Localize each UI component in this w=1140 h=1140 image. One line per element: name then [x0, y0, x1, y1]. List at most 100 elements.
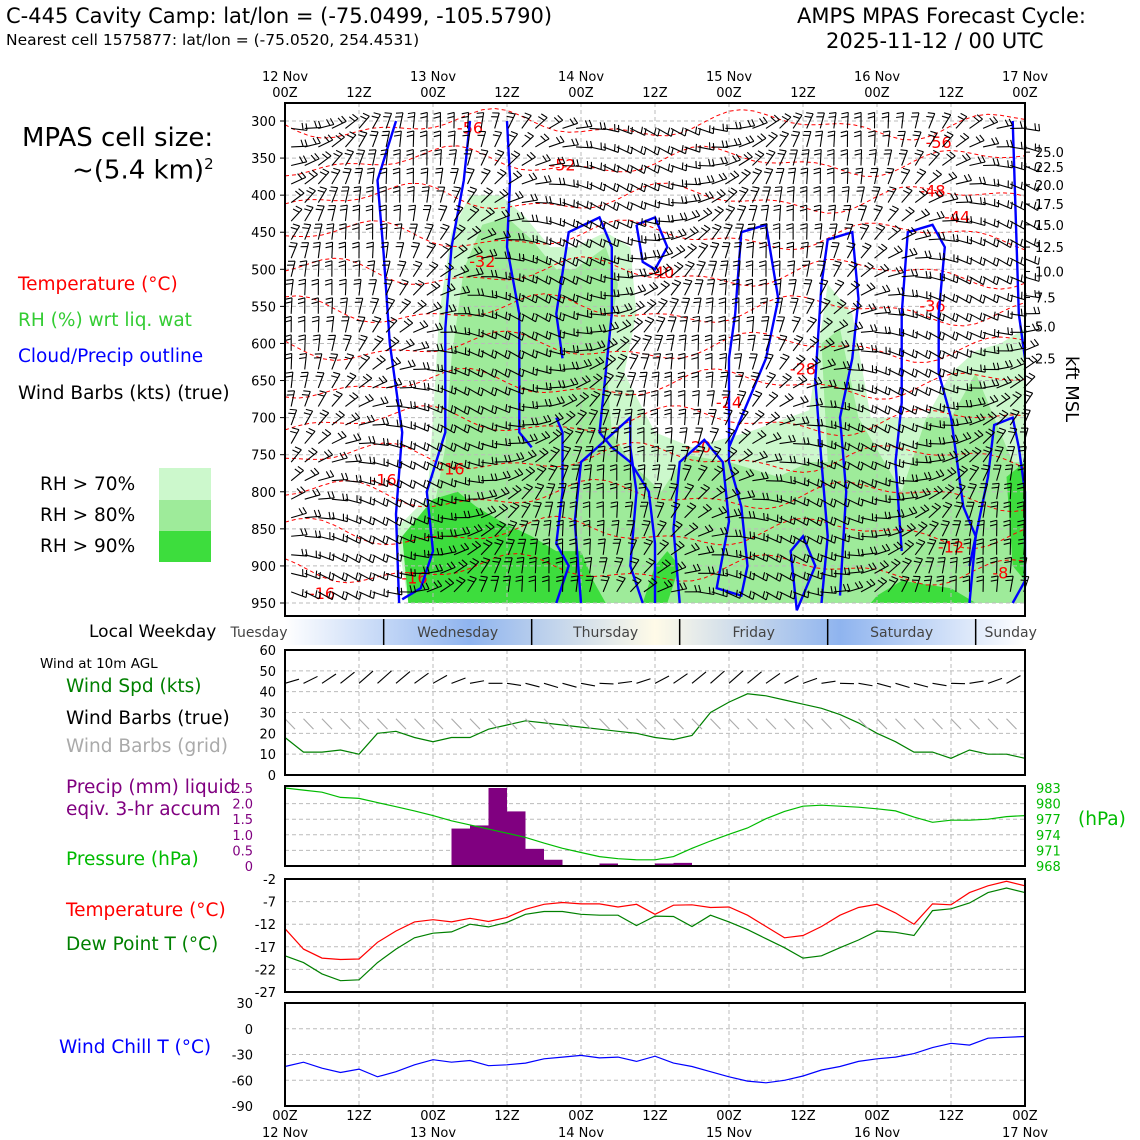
wind-barb-feather — [820, 537, 823, 545]
wind-barb-feather — [572, 275, 576, 283]
wind-barb-feather — [314, 152, 320, 160]
wind-barb-feather — [761, 316, 769, 318]
wind-barb — [548, 202, 565, 207]
wind-barb-feather — [970, 257, 973, 265]
wind-barb-feather — [352, 264, 360, 267]
wind-barb-feather — [1037, 203, 1040, 211]
weekday-band — [285, 619, 1025, 645]
wind-barb-feather — [942, 351, 946, 360]
wind-barb-feather — [643, 268, 647, 276]
wind-barb-feather — [996, 259, 1000, 267]
wind-barb-feather — [705, 503, 712, 510]
wind-barb-feather — [499, 520, 506, 526]
wind-barb — [575, 557, 578, 574]
wind-barb-feather — [692, 319, 700, 323]
wind-barb-feather — [788, 393, 794, 399]
wind-barb-feather — [792, 555, 796, 563]
wind-barb — [467, 169, 475, 185]
wind-barb-feather — [623, 464, 631, 467]
wind-barb — [372, 168, 375, 185]
wind-barb-feather — [694, 177, 698, 185]
wind-barb — [440, 267, 454, 278]
wind-barb-feather — [871, 530, 874, 538]
wind-barb-feather — [708, 524, 714, 531]
wind-barb-feather — [631, 338, 639, 343]
wind-barb-feather — [376, 335, 384, 340]
wind-barb — [548, 141, 565, 148]
wind-barb — [562, 276, 577, 286]
wind-barb-feather — [586, 219, 589, 227]
wind-barb-feather — [420, 115, 428, 119]
wind-barb — [765, 572, 781, 582]
wind-barb-feather — [423, 320, 429, 327]
wind-barb-feather — [882, 130, 891, 133]
wind-barb — [440, 566, 456, 574]
wind-barb — [901, 253, 918, 259]
wind-barb — [982, 121, 998, 129]
wind-barb-true — [580, 682, 596, 687]
wind-barb-feather — [448, 577, 455, 584]
wind-barb — [684, 215, 700, 222]
wind-barb-feather — [562, 258, 566, 266]
wind-barb — [765, 437, 782, 445]
wind-barb-feather — [654, 182, 657, 190]
wind-barb-feather — [719, 189, 726, 195]
wind-barb — [697, 196, 714, 204]
wind-barb-feather — [800, 227, 808, 230]
wind-barb — [792, 517, 808, 526]
wind-barb — [847, 305, 862, 315]
wind-barb-feather — [681, 561, 687, 568]
wind-barb-feather — [927, 471, 932, 479]
wind-barb-feather — [569, 501, 577, 504]
wind-barb — [955, 294, 971, 304]
wind-barb — [358, 298, 364, 314]
wind-barb-feather — [830, 498, 834, 506]
wind-barb-feather — [540, 135, 547, 142]
wind-barb-feather — [741, 409, 749, 413]
wind-barb-feather — [855, 171, 863, 174]
bottom-time-label: 00Z — [272, 1109, 298, 1124]
wind-barb — [643, 502, 649, 518]
wind-barb-feather — [750, 375, 758, 378]
wind-barb-feather — [796, 335, 804, 339]
wind-barb-feather — [956, 275, 959, 283]
wind-barb — [616, 220, 632, 229]
wind-barb — [751, 393, 763, 407]
wind-barb-feather — [338, 241, 346, 245]
wind-barb-feather — [950, 435, 955, 442]
wind-barb — [1009, 257, 1025, 267]
wind-barb-feather — [1017, 523, 1025, 527]
wind-barb-feather — [476, 116, 484, 118]
wind-barb — [752, 517, 769, 522]
wind-barb — [399, 365, 416, 370]
wind-barb — [399, 242, 405, 259]
wind-barb-feather — [719, 282, 727, 286]
wind-barb — [385, 280, 393, 296]
temp-contour — [284, 478, 1026, 513]
wind-barb — [399, 572, 416, 577]
wind-barb — [873, 130, 876, 147]
wind-barb — [928, 313, 944, 322]
wind-barb-feather — [1008, 118, 1013, 126]
wind-barb-feather — [311, 278, 319, 282]
wind-barb-feather — [558, 177, 562, 185]
wind-barb-feather — [790, 413, 796, 421]
wind-barb — [385, 149, 389, 166]
wind-barb-feather — [569, 118, 575, 125]
wind-barb-feather — [650, 299, 657, 304]
wind-barb-feather — [477, 492, 481, 500]
wind-barb-feather — [352, 245, 360, 249]
wind-barb — [399, 386, 416, 389]
wind-barb-feather — [962, 575, 970, 579]
wind-barb — [372, 443, 389, 447]
wind-barb-feather — [901, 287, 905, 295]
wind-barb — [507, 505, 520, 519]
wind-barb — [901, 461, 918, 466]
wind-barb-feather — [556, 575, 564, 578]
wind-barb-feather — [816, 516, 820, 524]
wind-barb-feather — [805, 416, 810, 424]
wind-barb-feather — [420, 148, 428, 152]
wind-barb-feather — [598, 324, 603, 332]
wind-barb — [765, 223, 768, 240]
wind-barb — [901, 406, 916, 415]
